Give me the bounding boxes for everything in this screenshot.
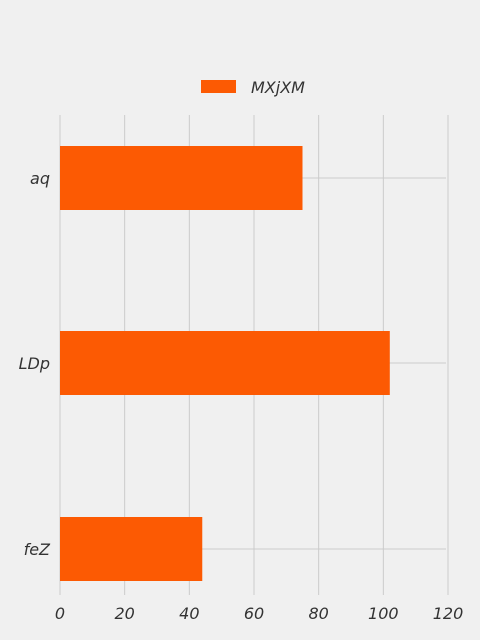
category-axis: aq LDp feZ: [19, 169, 51, 559]
bar-feZ: [60, 517, 203, 581]
category-label-aq: aq: [30, 169, 50, 188]
x-tick-label: 0: [55, 604, 65, 623]
x-tick-label: 80: [308, 604, 328, 623]
bar-LDp: [60, 331, 390, 395]
category-label-LDp: LDp: [19, 354, 50, 373]
category-label-feZ: feZ: [24, 540, 51, 559]
legend-swatch: [201, 80, 236, 93]
x-tick-label: 20: [114, 604, 134, 623]
x-tick-label: 40: [179, 604, 199, 623]
bar-aq: [60, 146, 303, 210]
legend-label: MXjXM: [251, 78, 305, 97]
bars: [60, 146, 390, 581]
legend: MXjXM: [201, 78, 305, 97]
x-tick-label: 60: [244, 604, 264, 623]
x-tick-label: 100: [368, 604, 399, 623]
value-axis: 0 20 40 60 80 100 120: [55, 604, 463, 623]
x-tick-label: 120: [433, 604, 464, 623]
